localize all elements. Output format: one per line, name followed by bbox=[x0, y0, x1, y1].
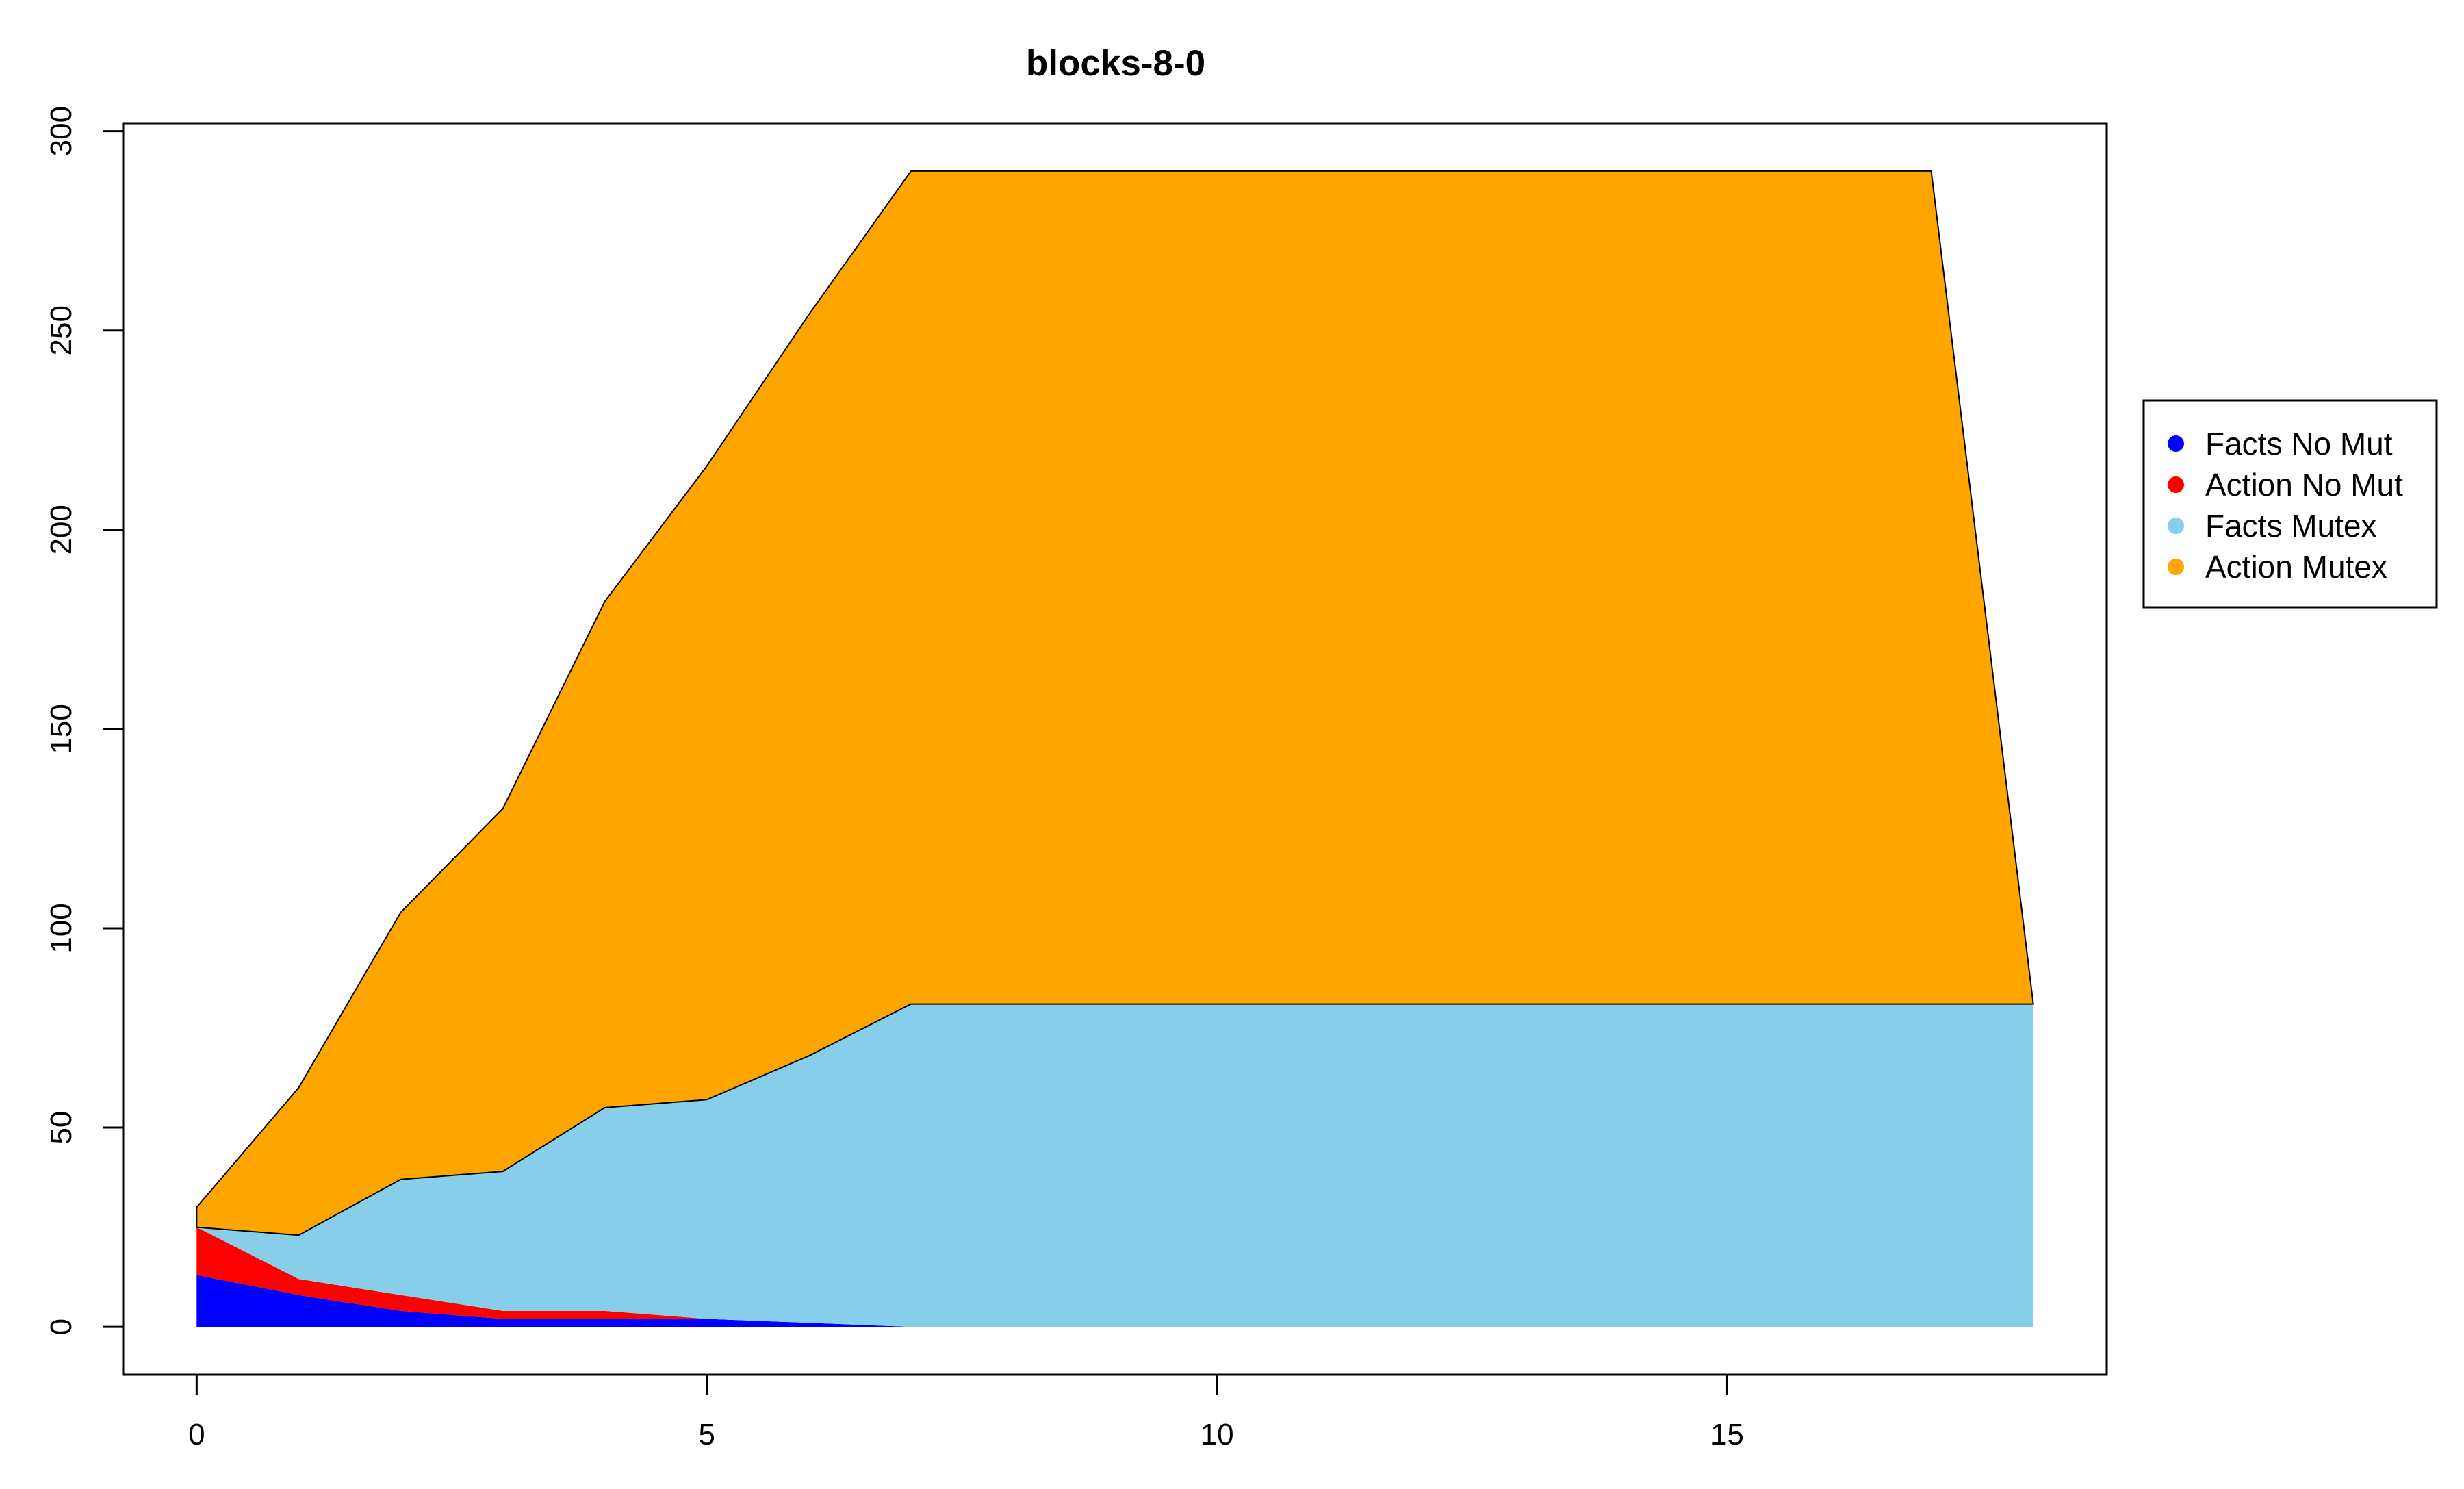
y-tick-label: 300 bbox=[44, 106, 78, 156]
x-axis: 0 5 10 15 bbox=[188, 1373, 1744, 1451]
x-tick-label: 5 bbox=[698, 1418, 715, 1451]
y-tick-label: 50 bbox=[44, 1111, 78, 1145]
legend-label: Action No Mut bbox=[2205, 467, 2403, 502]
legend-label: Facts No Mut bbox=[2205, 426, 2393, 461]
y-tick-label: 250 bbox=[44, 305, 78, 355]
y-tick-label: 0 bbox=[44, 1319, 78, 1335]
chart-title: blocks-8-0 bbox=[1026, 43, 1205, 84]
y-tick-label: 150 bbox=[44, 704, 78, 754]
legend: Facts No Mut Action No Mut Facts Mutex Acti… bbox=[2142, 399, 2438, 609]
y-axis: 0 50 100 150 200 250 300 bbox=[44, 106, 125, 1335]
x-tick-label: 15 bbox=[1710, 1418, 1744, 1451]
area-action-mutex bbox=[196, 170, 2034, 1236]
y-tick-label: 200 bbox=[44, 505, 78, 555]
legend-marker bbox=[2168, 435, 2184, 452]
y-tick-label: 100 bbox=[44, 903, 78, 953]
legend-marker bbox=[2168, 559, 2184, 575]
legend-label: Facts Mutex bbox=[2205, 508, 2377, 544]
legend-box bbox=[2142, 399, 2438, 609]
legend-label: Action Mutex bbox=[2205, 549, 2387, 585]
x-tick-label: 0 bbox=[188, 1418, 205, 1451]
plot-frame bbox=[122, 122, 2108, 1376]
x-tick-label: 10 bbox=[1201, 1418, 1234, 1451]
area-facts-mutex bbox=[196, 1004, 2033, 1327]
area-facts-no-mut bbox=[196, 1275, 2033, 1327]
stacked-areas bbox=[196, 170, 2034, 1327]
legend-marker bbox=[2168, 476, 2184, 493]
legend-marker bbox=[2168, 518, 2184, 534]
